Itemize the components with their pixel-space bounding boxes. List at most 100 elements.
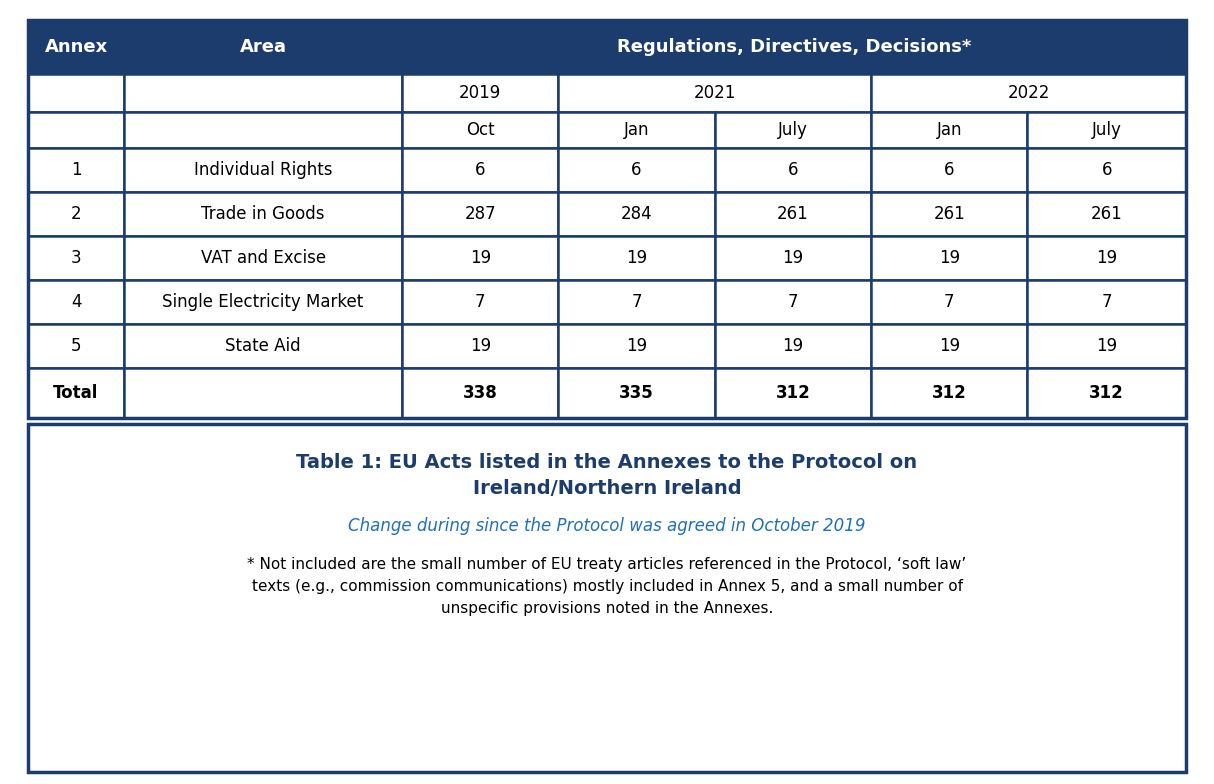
Text: 312: 312 — [776, 384, 810, 402]
Bar — [870, 192, 1027, 236]
Text: Jan: Jan — [624, 121, 649, 139]
Bar — [124, 192, 402, 236]
Text: 2022: 2022 — [1008, 84, 1050, 102]
Text: 284: 284 — [620, 205, 652, 223]
Text: 1: 1 — [70, 161, 81, 179]
Text: 7: 7 — [944, 293, 954, 311]
Bar — [124, 20, 402, 74]
Text: 335: 335 — [619, 384, 654, 402]
Bar — [402, 112, 558, 148]
Text: Total: Total — [53, 384, 98, 402]
Bar — [870, 280, 1027, 324]
Bar — [1027, 148, 1186, 192]
Bar — [870, 324, 1027, 368]
Text: 6: 6 — [1101, 161, 1112, 179]
Text: 2019: 2019 — [459, 84, 501, 102]
Text: 4: 4 — [70, 293, 81, 311]
Bar — [28, 324, 124, 368]
Bar — [870, 368, 1027, 418]
Text: 19: 19 — [626, 337, 647, 355]
Bar — [28, 74, 124, 112]
Text: Table 1: EU Acts listed in the Annexes to the Protocol on: Table 1: EU Acts listed in the Annexes t… — [296, 452, 918, 471]
Text: July: July — [1091, 121, 1122, 139]
Bar — [124, 236, 402, 280]
Text: Ireland/Northern Ireland: Ireland/Northern Ireland — [472, 478, 742, 498]
Text: Change during since the Protocol was agreed in October 2019: Change during since the Protocol was agr… — [348, 517, 866, 535]
Bar — [558, 148, 715, 192]
Text: 6: 6 — [944, 161, 954, 179]
Bar — [715, 324, 870, 368]
Bar — [558, 368, 715, 418]
Bar — [1027, 368, 1186, 418]
Bar — [124, 148, 402, 192]
Bar — [28, 20, 124, 74]
Text: Area: Area — [239, 38, 287, 56]
Bar — [558, 74, 870, 112]
Text: 6: 6 — [788, 161, 798, 179]
Bar — [558, 324, 715, 368]
Text: 19: 19 — [782, 249, 804, 267]
Text: 7: 7 — [788, 293, 798, 311]
Text: Jan: Jan — [936, 121, 961, 139]
Bar — [715, 192, 870, 236]
Text: Oct: Oct — [466, 121, 494, 139]
Bar — [124, 324, 402, 368]
Bar — [124, 74, 402, 112]
Text: 261: 261 — [934, 205, 965, 223]
Bar — [1027, 192, 1186, 236]
Text: 19: 19 — [938, 249, 960, 267]
Text: unspecific provisions noted in the Annexes.: unspecific provisions noted in the Annex… — [441, 601, 773, 615]
Text: 6: 6 — [631, 161, 642, 179]
Text: Annex: Annex — [45, 38, 108, 56]
Bar — [715, 148, 870, 192]
Bar — [1027, 112, 1186, 148]
Text: 287: 287 — [465, 205, 497, 223]
Text: texts (e.g., commission communications) mostly included in Annex 5, and a small : texts (e.g., commission communications) … — [251, 579, 963, 593]
Text: Regulations, Directives, Decisions*: Regulations, Directives, Decisions* — [617, 38, 971, 56]
Bar — [870, 236, 1027, 280]
Bar — [28, 112, 124, 148]
Bar — [558, 236, 715, 280]
Bar — [715, 236, 870, 280]
Bar — [124, 112, 402, 148]
Text: 2021: 2021 — [693, 84, 736, 102]
Bar — [28, 192, 124, 236]
Text: 19: 19 — [1096, 337, 1117, 355]
Bar — [402, 368, 558, 418]
Bar — [1027, 324, 1186, 368]
Text: VAT and Excise: VAT and Excise — [200, 249, 325, 267]
Text: 7: 7 — [631, 293, 642, 311]
Bar — [402, 280, 558, 324]
Bar — [28, 148, 124, 192]
Text: Single Electricity Market: Single Electricity Market — [163, 293, 364, 311]
Text: 312: 312 — [1089, 384, 1124, 402]
Bar — [28, 20, 1186, 418]
Bar — [715, 368, 870, 418]
Text: State Aid: State Aid — [226, 337, 301, 355]
Text: 261: 261 — [1091, 205, 1123, 223]
Bar — [402, 192, 558, 236]
Text: 261: 261 — [777, 205, 809, 223]
Bar — [402, 74, 558, 112]
Bar — [558, 112, 715, 148]
Text: 312: 312 — [932, 384, 966, 402]
Text: 19: 19 — [1096, 249, 1117, 267]
Bar — [28, 236, 124, 280]
Bar — [402, 148, 558, 192]
Text: 19: 19 — [626, 249, 647, 267]
Bar — [558, 192, 715, 236]
Bar — [124, 280, 402, 324]
Bar — [28, 280, 124, 324]
Bar — [870, 148, 1027, 192]
Text: * Not included are the small number of EU treaty articles referenced in the Prot: * Not included are the small number of E… — [248, 557, 966, 572]
Bar — [1027, 280, 1186, 324]
Bar — [715, 280, 870, 324]
Text: 338: 338 — [463, 384, 498, 402]
Text: Trade in Goods: Trade in Goods — [202, 205, 325, 223]
Text: 3: 3 — [70, 249, 81, 267]
Text: July: July — [778, 121, 807, 139]
Text: 7: 7 — [1101, 293, 1112, 311]
Text: Individual Rights: Individual Rights — [194, 161, 333, 179]
Text: 5: 5 — [70, 337, 81, 355]
Text: 19: 19 — [470, 249, 490, 267]
